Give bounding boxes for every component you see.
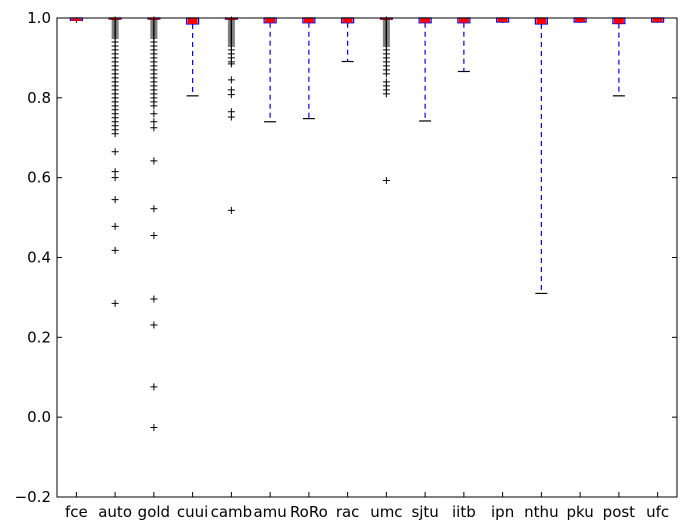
flier-point: [150, 124, 158, 132]
box-ufc: [651, 17, 665, 23]
x-tick-label-auto: auto: [98, 503, 132, 521]
median-mark: [652, 18, 663, 22]
median-mark: [342, 18, 353, 23]
median-mark: [497, 18, 508, 22]
box-auto: [108, 16, 122, 307]
flier-point: [150, 205, 158, 213]
x-tick-label-sjtu: sjtu: [411, 503, 438, 521]
median-mark: [265, 18, 276, 23]
flier-point: [150, 232, 158, 240]
flier-point: [382, 90, 390, 98]
y-tick-label: 0.6: [27, 169, 51, 187]
median-mark: [71, 18, 82, 21]
flier-point: [111, 168, 119, 176]
flier-point: [382, 70, 390, 78]
y-axis-tick-labels: −0.2 0.0 0.2 0.4 0.6 0.8 1.0: [15, 9, 51, 506]
median-mark: [420, 18, 431, 23]
median-mark: [187, 18, 198, 24]
box-ipn: [496, 17, 510, 23]
flier-point: [111, 299, 119, 307]
x-tick-label-amu: amu: [253, 503, 286, 521]
x-tick-label-nthu: nthu: [524, 503, 558, 521]
flier-point: [150, 295, 158, 303]
x-tick-label-gold: gold: [138, 503, 170, 521]
flier-point: [227, 206, 235, 214]
x-tick-label-pku: pku: [566, 503, 593, 521]
flier-point: [150, 118, 158, 126]
flier-point: [111, 148, 119, 156]
median-mark: [536, 18, 547, 24]
flier-point: [111, 246, 119, 254]
median-mark: [458, 18, 469, 23]
flier-point: [150, 321, 158, 329]
x-tick-label-umc: umc: [370, 503, 402, 521]
plot-background: [57, 18, 677, 497]
flier-point: [111, 222, 119, 230]
box-camb: [224, 16, 238, 214]
y-tick-label: 0.4: [27, 249, 51, 267]
median-mark: [613, 18, 624, 24]
x-tick-label-cuui: cuui: [177, 503, 208, 521]
flier-point: [227, 60, 235, 68]
y-tick-label: 1.0: [27, 9, 51, 27]
plot-frame: [56, 17, 678, 498]
flier-point: [111, 174, 119, 182]
flier-point: [111, 196, 119, 204]
x-tick-label-camb: camb: [211, 503, 253, 521]
flier-point: [150, 110, 158, 118]
x-tick-label-post: post: [603, 503, 636, 521]
flier-point: [382, 176, 390, 184]
y-tick-label: 0.0: [27, 408, 51, 426]
x-tick-label-ufc: ufc: [646, 503, 669, 521]
x-tick-label-roro: RoRo: [290, 503, 328, 521]
y-tick-label: −0.2: [15, 488, 51, 506]
box-pku: [573, 17, 587, 23]
flier-point: [227, 76, 235, 84]
flier-point: [150, 157, 158, 165]
median-mark: [303, 18, 314, 23]
flier-point: [150, 424, 158, 432]
x-tick-label-ipn: ipn: [491, 503, 514, 521]
y-tick-label: 0.2: [27, 328, 51, 346]
x-tick-label-fce: fce: [65, 503, 88, 521]
flier-point: [150, 383, 158, 391]
x-tick-label-iitb: iitb: [452, 503, 476, 521]
flier-point: [227, 113, 235, 121]
flier-point: [150, 102, 158, 110]
flier-point: [111, 130, 119, 138]
median-mark: [575, 18, 586, 22]
flier-point: [227, 91, 235, 99]
x-axis-tick-labels: fce auto gold cuui camb amu RoRo rac umc sjtu iitb…: [65, 503, 669, 521]
y-tick-label: 0.8: [27, 89, 51, 107]
x-tick-label-rac: rac: [336, 503, 360, 521]
